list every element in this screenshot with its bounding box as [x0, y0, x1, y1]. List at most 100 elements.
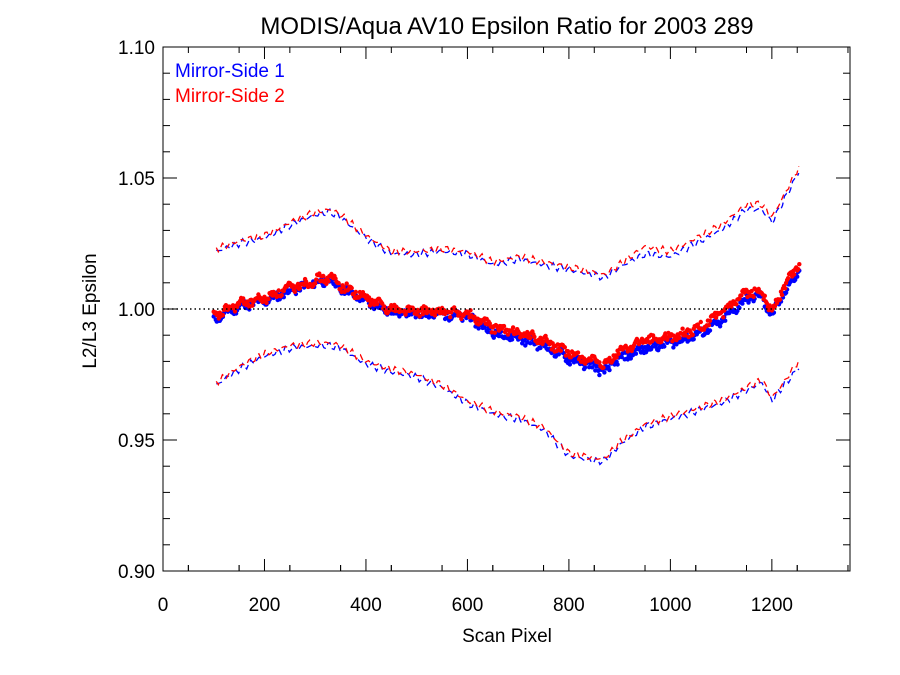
data-point — [568, 355, 574, 360]
x-tick-label: 200 — [249, 595, 281, 616]
data-point — [713, 315, 719, 320]
data-point — [619, 354, 624, 360]
data-point — [590, 365, 595, 370]
data-point — [721, 315, 726, 320]
data-point — [662, 344, 667, 349]
data-point — [449, 310, 454, 315]
data-point — [797, 262, 802, 267]
data-point — [374, 301, 380, 307]
data-point — [264, 300, 269, 306]
data-point — [476, 326, 481, 331]
data-point — [556, 352, 561, 357]
data-point — [751, 294, 756, 299]
data-point — [614, 355, 619, 360]
data-point — [297, 285, 303, 291]
y-axis-label: L2/L3 Epsilon — [80, 253, 101, 368]
data-point — [616, 351, 621, 356]
data-point — [690, 332, 695, 337]
data-point — [321, 273, 326, 279]
data-point — [723, 318, 728, 323]
y-tick-label: 1.00 — [118, 300, 155, 321]
data-point — [607, 367, 612, 373]
x-tick-label: 0 — [158, 595, 169, 616]
data-point — [677, 335, 682, 341]
legend: Mirror-Side 1 Mirror-Side 2 — [175, 61, 285, 107]
series-1-upper-bound — [216, 172, 800, 281]
data-point — [417, 314, 422, 319]
data-point — [589, 357, 594, 363]
data-point — [558, 348, 563, 353]
data-point — [597, 360, 602, 365]
legend-entry-1: Mirror-Side 1 — [175, 61, 285, 82]
data-point — [344, 281, 349, 286]
data-point — [341, 284, 346, 290]
data-point — [349, 285, 354, 291]
data-point — [241, 296, 246, 301]
data-point — [532, 334, 537, 339]
y-tick-label: 0.90 — [118, 562, 155, 583]
data-point — [567, 362, 573, 367]
data-point — [615, 362, 620, 367]
data-point — [706, 323, 712, 328]
data-point — [777, 297, 783, 302]
data-point — [691, 337, 696, 342]
data-point — [601, 365, 606, 370]
data-point — [232, 309, 238, 314]
data-point — [541, 339, 546, 344]
series-1-lower-bound — [216, 341, 800, 466]
data-point — [565, 349, 571, 354]
data-point — [250, 303, 255, 308]
data-point — [707, 328, 713, 333]
data-point — [602, 370, 607, 375]
data-point — [792, 272, 797, 277]
data-point — [366, 295, 372, 300]
x-tick-label: 600 — [452, 595, 484, 616]
data-point — [575, 350, 581, 355]
data-point — [353, 289, 358, 295]
data-point — [501, 323, 507, 329]
data-point — [633, 351, 639, 356]
data-point — [562, 345, 567, 350]
data-point — [665, 337, 670, 342]
plot-frame — [162, 46, 851, 572]
series-2 — [211, 165, 802, 461]
x-tick-label: 1000 — [649, 595, 691, 616]
data-point — [671, 345, 676, 350]
data-point — [550, 341, 555, 346]
data-point — [607, 355, 612, 361]
data-point — [734, 302, 739, 307]
x-tick-label: 1200 — [751, 595, 793, 616]
x-tick-label: 400 — [350, 595, 382, 616]
series-layer — [211, 165, 802, 466]
data-point — [785, 276, 791, 281]
data-point — [292, 289, 298, 294]
y-tick-label: 1.05 — [118, 169, 155, 190]
data-point — [276, 288, 281, 293]
data-point — [491, 335, 496, 340]
data-point — [782, 286, 788, 291]
data-point — [749, 288, 754, 294]
series-2-upper-bound — [215, 165, 800, 276]
data-point — [371, 306, 377, 312]
legend-entry-2: Mirror-Side 2 — [175, 86, 285, 107]
data-point — [326, 278, 331, 284]
data-point — [313, 281, 318, 286]
data-point — [762, 293, 767, 298]
data-point — [740, 301, 745, 306]
data-point — [717, 324, 723, 329]
series-2-lower-bound — [215, 339, 800, 461]
data-point — [505, 332, 511, 337]
y-tick-label: 0.95 — [118, 431, 155, 452]
axis-tick-labels: 0 200 400 600 800 1000 1200 0.90 0.95 1.00 1.05 1.1… — [118, 38, 793, 616]
data-point — [492, 330, 497, 335]
data-point — [220, 312, 226, 318]
data-point — [582, 365, 588, 370]
data-point — [756, 286, 761, 292]
data-point — [432, 313, 438, 318]
data-point — [680, 326, 685, 331]
data-point — [739, 293, 744, 298]
x-axis-label: Scan Pixel — [462, 626, 552, 647]
data-point — [509, 337, 515, 342]
data-point — [538, 345, 543, 351]
data-point — [314, 277, 319, 282]
